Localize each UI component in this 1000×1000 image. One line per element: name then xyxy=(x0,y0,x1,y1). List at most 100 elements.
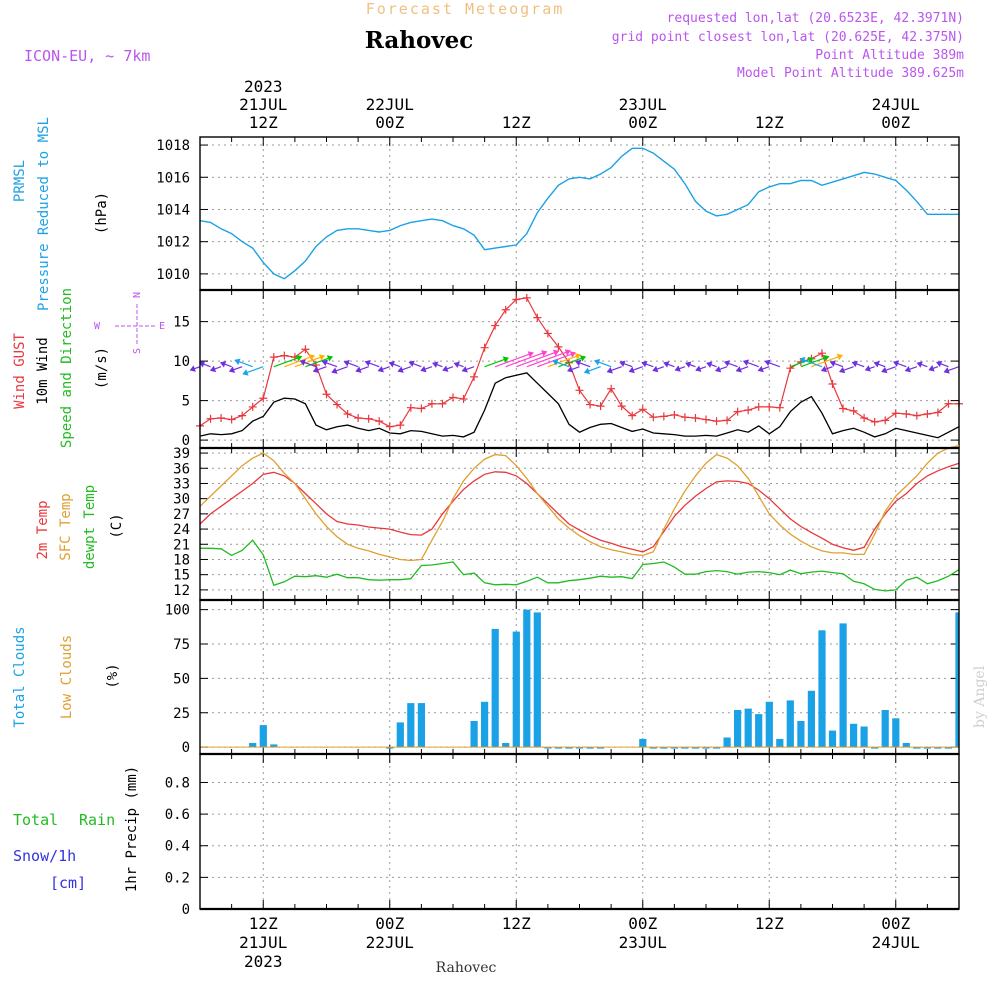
y-tick-label: 12 xyxy=(173,583,190,599)
wind-arrow-head xyxy=(296,354,303,362)
y-tick-label: 27 xyxy=(173,507,190,523)
wind-label-gust: Wind GUST xyxy=(12,333,28,409)
wind-arrow-head xyxy=(502,356,509,363)
wind-arrow-head xyxy=(574,353,582,360)
precipitation-panel: 0 0.2 0.4 0.6 0.8 xyxy=(165,288,960,918)
bottom-axis-date: 21JUL xyxy=(239,933,287,952)
y-tick-label: 1018 xyxy=(156,138,190,154)
wind-gust-marker xyxy=(649,413,658,422)
super-title: Forecast Meteogram xyxy=(366,0,565,18)
model-label: ICON-EU, ~ 7km xyxy=(24,47,150,65)
wind-arrow-head xyxy=(685,361,692,368)
panel-frame xyxy=(199,289,960,449)
cloud-bar xyxy=(533,612,541,748)
wind-arrow-head xyxy=(674,365,681,372)
wind-gust-marker xyxy=(680,413,689,422)
wind-arrow-head xyxy=(541,350,548,357)
y-tick-label: 1012 xyxy=(156,235,190,251)
wind-gust-marker xyxy=(543,329,552,338)
top-axis-hour: 12Z xyxy=(755,113,784,132)
wind-gust-marker xyxy=(765,402,774,411)
wind-arrow-head xyxy=(715,365,722,373)
cloud-bar xyxy=(902,743,910,748)
y-tick-label: 24 xyxy=(173,522,190,538)
cloud-bar xyxy=(871,747,879,749)
y-tick-label: 36 xyxy=(173,461,190,477)
wind-arrow-head xyxy=(318,354,326,361)
cloud-bar xyxy=(723,737,731,748)
temp-label-dewpt: dewpt Temp xyxy=(82,485,98,569)
wind-gust-marker xyxy=(628,411,637,420)
wind-arrow-head xyxy=(312,366,319,373)
wind-direction-arrow xyxy=(800,355,829,368)
wind-speed-line xyxy=(199,372,960,439)
wind-arrow-head xyxy=(839,366,846,374)
wind-gust-marker xyxy=(786,364,795,373)
y-tick-label: 15 xyxy=(173,568,190,584)
y-tick-label: 1016 xyxy=(156,170,190,186)
wind-arrow-head xyxy=(377,365,384,373)
y-tick-label: 0.6 xyxy=(165,807,190,823)
wind-gust-marker xyxy=(396,421,405,430)
cloud-bar xyxy=(491,628,499,748)
top-axis-date: 21JUL xyxy=(239,95,287,114)
y-tick-label: 10 xyxy=(173,354,190,370)
wind-gust-marker xyxy=(870,417,879,426)
wind-arrow-head xyxy=(881,366,888,374)
wind-gust-marker xyxy=(691,413,700,422)
wind-direction-arrow xyxy=(294,355,325,368)
wind-gust-marker xyxy=(491,321,500,330)
y-tick-label: 50 xyxy=(173,671,190,687)
cloud-bar xyxy=(923,747,931,749)
precip-label-unit: 1hr Precip (mm) xyxy=(124,766,140,892)
wind-direction-arrow xyxy=(526,350,571,368)
wind-arrow-head xyxy=(851,360,858,368)
cloud-bar xyxy=(702,747,710,749)
cloud-bar xyxy=(502,743,510,748)
wind-gust-marker xyxy=(596,402,605,411)
bottom-axis-hour: 12Z xyxy=(502,914,531,933)
temp-sfc-line xyxy=(199,444,960,562)
compass-letter-w: W xyxy=(94,321,101,332)
wind-arrow-head xyxy=(408,360,415,367)
y-tick-label: 33 xyxy=(173,476,190,492)
requested-coords: requested lon,lat (20.6523E, 42.3971N) xyxy=(667,11,964,26)
bottom-axis-year: 2023 xyxy=(244,952,283,971)
wind-gust-marker xyxy=(586,400,595,409)
wind-arrow-head xyxy=(569,351,576,358)
wind-arrow-head xyxy=(764,359,771,367)
y-tick-label: 30 xyxy=(173,492,190,508)
bottom-axis-date: 24JUL xyxy=(872,933,920,952)
temp-2m-line xyxy=(199,462,960,553)
cloud-bar xyxy=(565,747,573,749)
cloud-bar xyxy=(713,747,721,749)
bottom-axis-date: 23JUL xyxy=(619,933,667,952)
wind-label-speed-dir: Speed and Direction xyxy=(59,288,75,448)
wind-arrow-head xyxy=(735,366,742,373)
precip-label-rain: Rain xyxy=(79,811,115,829)
cloud-bar xyxy=(554,747,562,749)
wind-arrow-head xyxy=(326,355,334,362)
wind-arrow-head xyxy=(652,365,659,373)
cloud-bar xyxy=(776,738,784,748)
bottom-axis-hour: 00Z xyxy=(881,914,910,933)
bottom-axis-date: 22JUL xyxy=(366,933,414,952)
panel-frame xyxy=(199,447,960,601)
wind-direction-arrow xyxy=(547,354,581,368)
wind-gust-marker xyxy=(512,295,521,304)
compass-letter-s: S xyxy=(132,348,143,354)
wind-gust-marker xyxy=(775,403,784,412)
wind-arrow-head xyxy=(799,357,806,364)
wind-arrow-head xyxy=(321,359,328,367)
wind-arrow-head xyxy=(355,366,362,373)
wind-arrow-head xyxy=(189,365,196,372)
wind-arrow-head xyxy=(220,361,227,368)
wind-gust-marker xyxy=(280,351,289,360)
wind-arrow-head xyxy=(836,353,843,361)
wind-gust-marker xyxy=(438,399,447,408)
wind-arrow-head xyxy=(936,360,943,368)
wind-arrow-head xyxy=(343,359,350,367)
wind-arrow-head xyxy=(420,365,427,373)
